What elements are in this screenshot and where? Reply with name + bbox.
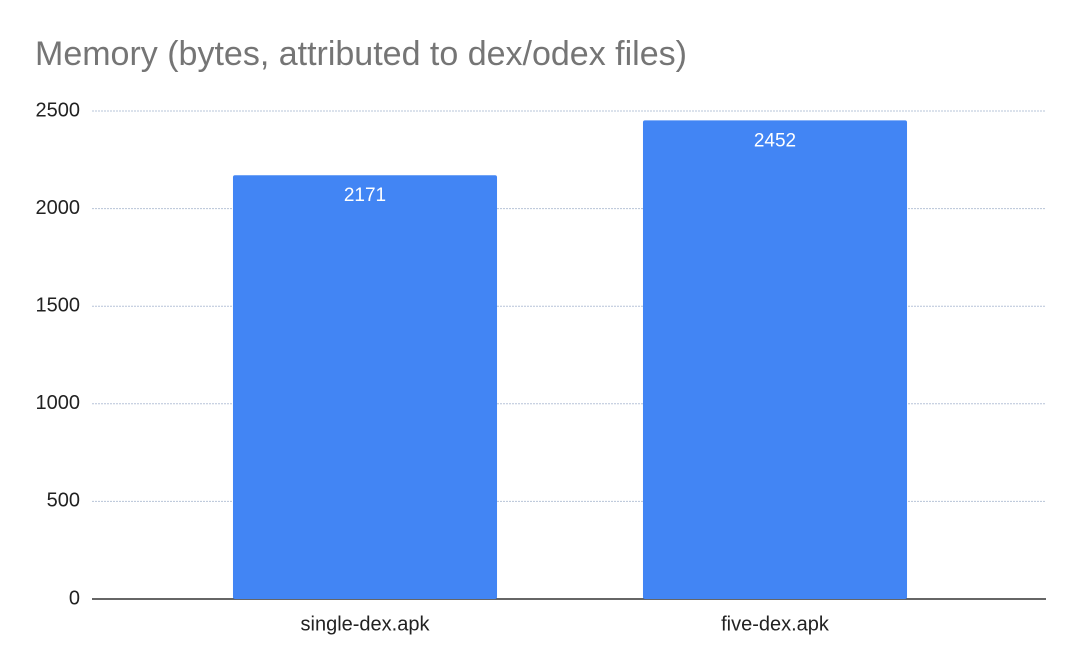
data-label: 2171 <box>344 185 386 206</box>
x-tick-label: single-dex.apk <box>301 613 431 635</box>
bar <box>232 175 498 599</box>
x-tick-label: five-dex.apk <box>721 613 830 635</box>
data-label: 2452 <box>754 130 796 151</box>
y-tick-label: 1000 <box>36 392 81 414</box>
y-tick-label: 500 <box>47 490 80 512</box>
chart-title: Memory (bytes, attributed to dex/odex fi… <box>35 35 687 73</box>
y-tick-label: 0 <box>69 587 80 609</box>
y-tick-label: 1500 <box>36 294 81 316</box>
y-tick-label: 2500 <box>36 99 81 121</box>
bar <box>642 120 908 599</box>
y-tick-label: 2000 <box>36 197 81 219</box>
